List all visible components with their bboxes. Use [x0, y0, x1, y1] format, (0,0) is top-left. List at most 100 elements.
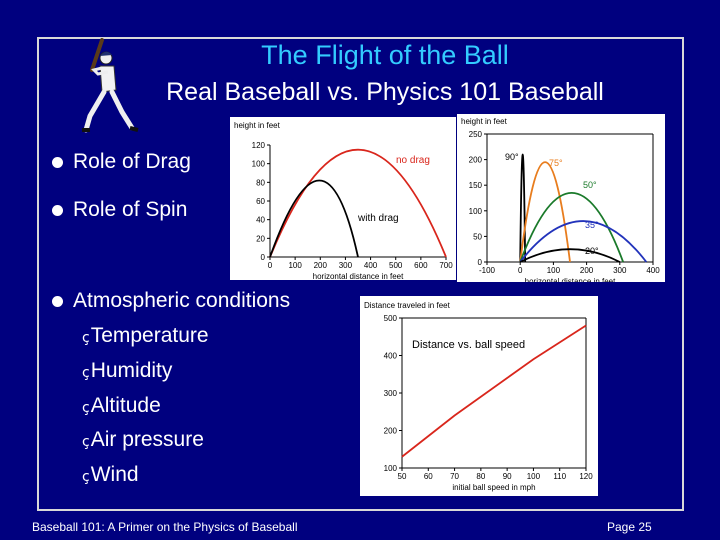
y-tick-label: 0: [478, 258, 483, 267]
y-tick-label: 20: [256, 234, 265, 243]
series-line: [401, 324, 587, 458]
y-tick-label: 0: [261, 253, 266, 262]
x-tick-label: 60: [424, 472, 433, 481]
sub-item: çAir pressure: [82, 428, 204, 452]
series-label: with drag: [357, 213, 399, 224]
footer-left: Baseball 101: A Primer on the Physics of…: [32, 520, 298, 534]
speed-chart-panel: 50 60 70 80 90 100 110 120 100 200 300 400 500 Distan…: [360, 296, 598, 496]
sub-item-label: Altitude: [90, 394, 161, 417]
y-tick-label: 80: [256, 178, 265, 187]
y-axis-label: height in feet: [234, 121, 281, 130]
bullet-role-of-spin: Role of Spin: [73, 198, 188, 221]
drag-chart: 0 100 200 300 400 500 600 700 0 20 40 60 80 100 120 hei…: [234, 121, 453, 281]
series-label: 50°: [583, 180, 597, 190]
x-tick-label: 0: [518, 266, 523, 275]
sub-item: çWind: [82, 463, 139, 487]
baseball-batter-clipart: [82, 38, 139, 133]
x-tick-label: 200: [314, 261, 328, 270]
x-tick-label: 400: [646, 266, 660, 275]
sub-bullet-marker: ç: [82, 365, 90, 381]
x-tick-label: 200: [580, 266, 594, 275]
drag-chart-panel: 0 100 200 300 400 500 600 700 0 20 40 60 80 100 120 hei…: [230, 117, 456, 281]
batter-arms: [91, 66, 109, 76]
x-tick-label: 100: [527, 472, 541, 481]
bullet-dot: [52, 296, 63, 307]
x-axis-label: horizontal distance in feet: [313, 272, 405, 280]
slide-frame: [37, 37, 684, 511]
x-tick-label: 400: [364, 261, 378, 270]
y-tick-label: 500: [384, 314, 398, 323]
x-tick-label: 90: [503, 472, 512, 481]
x-tick-label: 0: [268, 261, 273, 270]
y-tick-label: 250: [469, 130, 483, 139]
bullet-role-of-drag: Role of Drag: [73, 150, 191, 173]
series-line: [269, 148, 447, 258]
sub-item-label: Humidity: [90, 359, 173, 382]
x-tick-label: 300: [339, 261, 353, 270]
x-tick-label: 120: [579, 472, 593, 481]
y-tick-label: 400: [384, 352, 398, 361]
y-tick-label: 100: [252, 160, 266, 169]
chart-title: Distance vs. ball speed: [412, 339, 525, 351]
y-tick-label: 40: [256, 216, 265, 225]
y-axis-label: Distance traveled in feet: [364, 301, 451, 310]
spin-chart-panel: -100 0 100 200 300 400 0 50 100 150 200 250 height i…: [457, 114, 665, 286]
y-tick-label: 60: [256, 197, 265, 206]
x-tick-label: 500: [389, 261, 403, 270]
series-line: [519, 220, 648, 263]
sub-item: çTemperature: [82, 324, 209, 348]
series-line: [519, 191, 624, 263]
y-axis-label: height in feet: [461, 117, 508, 126]
series-line: [269, 179, 359, 258]
y-tick-label: 300: [384, 389, 398, 398]
bat: [90, 38, 104, 72]
sub-item-label: Air pressure: [90, 428, 204, 451]
y-tick-label: 100: [469, 207, 483, 216]
slide-subtitle: Real Baseball vs. Physics 101 Baseball: [166, 78, 604, 106]
x-tick-label: 50: [398, 472, 407, 481]
x-tick-label: 80: [476, 472, 485, 481]
bullet-dot: [52, 205, 63, 216]
series-label: 35°: [585, 220, 599, 230]
x-tick-label: 700: [439, 261, 453, 270]
x-tick-label: 600: [414, 261, 428, 270]
batter-cleats: [82, 126, 139, 132]
slide-title: The Flight of the Ball: [261, 40, 509, 70]
x-tick-label: 100: [547, 266, 561, 275]
series-label: 20°: [585, 246, 599, 256]
bullet-dot: [52, 157, 63, 168]
x-tick-label: 110: [553, 472, 566, 481]
x-axis-label: initial ball speed in mph: [452, 483, 535, 492]
sub-bullet-marker: ç: [82, 330, 90, 346]
y-tick-label: 50: [473, 232, 482, 241]
series-line: [519, 153, 527, 263]
distance-vs-speed-chart: 50 60 70 80 90 100 110 120 100 200 300 400 500 Distan…: [364, 301, 593, 492]
series-label: 75°: [549, 158, 563, 168]
sub-bullet-marker: ç: [82, 434, 90, 450]
series-line: [519, 248, 621, 263]
series-label: no drag: [396, 155, 430, 166]
x-tick-label: 100: [288, 261, 302, 270]
batter-legs: [83, 89, 135, 133]
footer-page-number: Page 25: [607, 520, 652, 534]
x-axis-label: horizontal distance in feet: [525, 277, 617, 282]
x-tick-label: 300: [613, 266, 627, 275]
series-label: 90°: [505, 152, 519, 162]
sub-bullet-marker: ç: [82, 400, 90, 416]
bullet-atmospheric-conditions: Atmospheric conditions: [73, 289, 291, 312]
y-tick-label: 200: [469, 156, 483, 165]
y-tick-label: 120: [252, 141, 266, 150]
x-tick-label: 70: [450, 472, 459, 481]
batter-cap: [100, 51, 112, 56]
sub-item: çHumidity: [82, 359, 172, 383]
sub-bullet-marker: ç: [82, 469, 90, 485]
batter-body: [99, 65, 117, 93]
series-line: [519, 161, 571, 263]
sub-item-label: Wind: [90, 463, 139, 486]
sub-item-label: Temperature: [90, 324, 209, 347]
x-tick-label: -100: [479, 266, 496, 275]
y-tick-label: 150: [469, 181, 483, 190]
y-tick-label: 200: [384, 427, 398, 436]
